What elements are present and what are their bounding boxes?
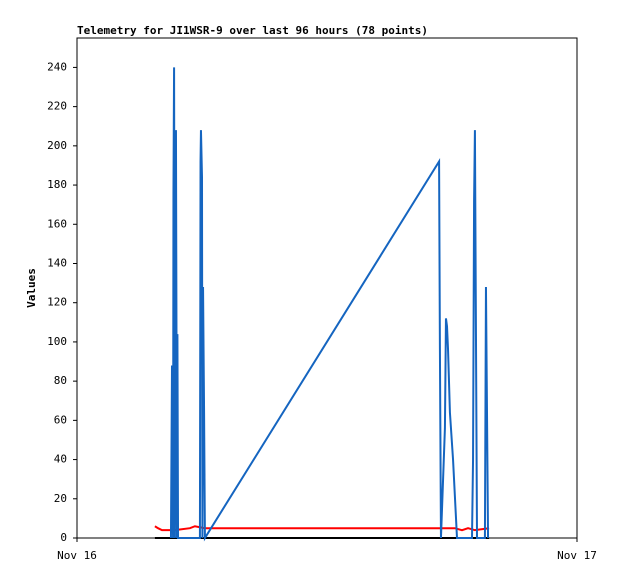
x-tick-label: Nov 16 (57, 549, 97, 562)
y-tick-label: 180 (47, 178, 67, 191)
series-line (169, 67, 490, 542)
y-tick-label: 0 (60, 531, 67, 544)
y-tick-label: 40 (54, 453, 67, 466)
y-tick-label: 220 (47, 100, 67, 113)
y-tick-label: 140 (47, 256, 67, 269)
chart-title: Telemetry for JI1WSR-9 over last 96 hour… (77, 24, 428, 37)
y-tick-label: 60 (54, 413, 67, 426)
x-tick-label: Nov 17 (557, 549, 597, 562)
y-tick-label: 80 (54, 374, 67, 387)
y-tick-label: 100 (47, 335, 67, 348)
y-tick-label: 20 (54, 492, 67, 505)
y-axis-label: Values (25, 268, 38, 308)
series-line (154, 525, 490, 532)
y-tick-label: 240 (47, 60, 67, 73)
y-tick-label: 120 (47, 296, 67, 309)
plot-frame (76, 37, 578, 539)
y-tick-label: 200 (47, 139, 67, 152)
y-tick-label: 160 (47, 217, 67, 230)
